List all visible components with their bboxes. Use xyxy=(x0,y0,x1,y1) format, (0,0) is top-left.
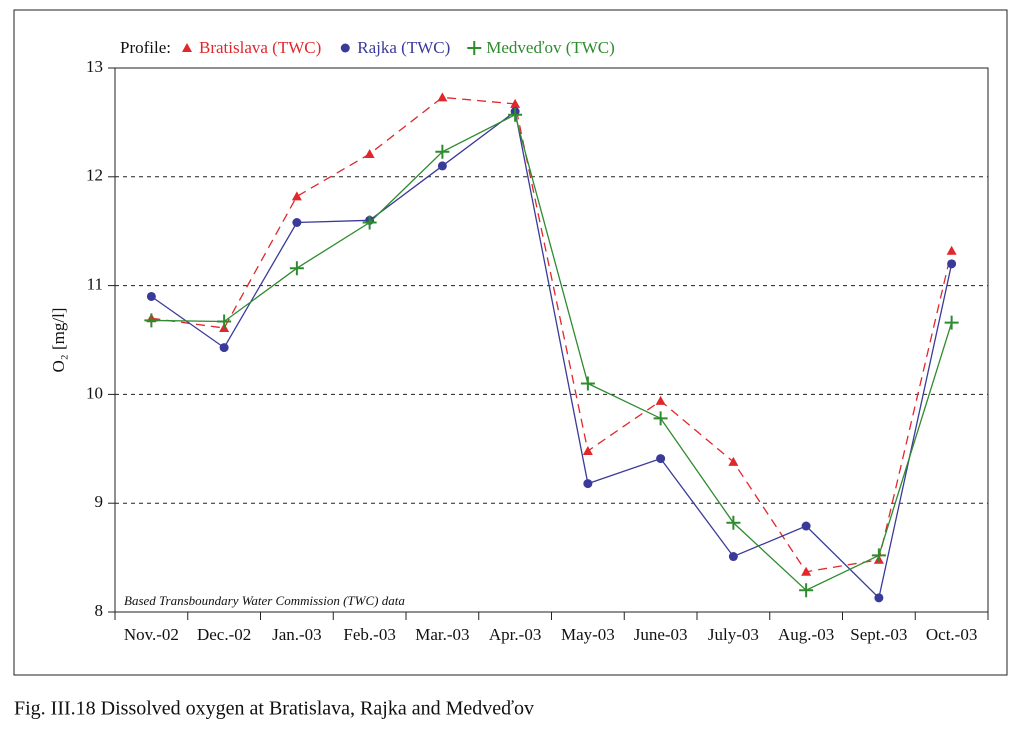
x-tick-label: July-03 xyxy=(708,625,759,644)
marker xyxy=(364,148,375,158)
x-tick-label: Sept.-03 xyxy=(850,625,907,644)
marker xyxy=(289,261,304,276)
annotation: Based Transboundary Water Commission (TW… xyxy=(124,593,405,608)
y-axis-label: O₂ [mg/l] xyxy=(49,308,68,373)
marker xyxy=(437,161,447,171)
plot-frame xyxy=(114,67,989,613)
marker xyxy=(655,395,666,405)
marker xyxy=(946,245,957,255)
marker xyxy=(728,456,739,466)
x-tick-label: Feb.-03 xyxy=(343,625,395,644)
marker xyxy=(217,314,232,329)
x-tick-label: Jan.-03 xyxy=(272,625,322,644)
marker xyxy=(728,552,738,562)
y-tick-label: 10 xyxy=(86,383,103,402)
marker xyxy=(146,291,156,301)
marker xyxy=(582,445,593,455)
marker xyxy=(437,92,448,102)
x-tick-label: Oct.-03 xyxy=(926,625,977,644)
marker xyxy=(510,98,521,108)
y-tick-label: 12 xyxy=(86,166,103,185)
x-tick-label: June-03 xyxy=(634,625,688,644)
marker xyxy=(656,454,666,464)
marker xyxy=(801,521,811,531)
x-tick-label: Aug.-03 xyxy=(778,625,834,644)
marker xyxy=(944,315,959,330)
marker xyxy=(340,43,350,53)
marker xyxy=(874,593,884,603)
y-tick-label: 11 xyxy=(87,275,103,294)
caption: Fig. III.18 Dissolved oxygen at Bratisla… xyxy=(14,698,534,720)
marker xyxy=(508,107,523,122)
legend-label: Bratislava (TWC) xyxy=(199,38,321,57)
x-tick-label: Mar.-03 xyxy=(415,625,469,644)
marker xyxy=(583,479,593,489)
legend-item: Bratislava (TWC) xyxy=(182,38,321,57)
marker xyxy=(580,376,595,391)
marker xyxy=(144,313,159,328)
marker xyxy=(801,566,812,576)
y-tick-label: 8 xyxy=(95,601,104,620)
x-tick-label: May-03 xyxy=(561,625,615,644)
y-tick-label: 13 xyxy=(86,57,103,76)
marker xyxy=(726,515,741,530)
x-tick-label: Dec.-02 xyxy=(197,625,251,644)
chart-frame xyxy=(13,9,1008,676)
marker xyxy=(871,548,886,563)
y-tick-label: 9 xyxy=(95,492,104,511)
legend-title: Profile: xyxy=(120,38,171,57)
series-line xyxy=(151,113,953,592)
marker xyxy=(292,217,302,227)
marker xyxy=(653,411,668,426)
legend-item: Rajka (TWC) xyxy=(340,38,450,57)
x-tick-label: Nov.-02 xyxy=(124,625,179,644)
marker xyxy=(291,191,302,201)
series-line xyxy=(151,96,953,573)
marker xyxy=(435,144,450,159)
marker xyxy=(182,43,192,52)
legend-label: Medveďov (TWC) xyxy=(486,38,615,57)
marker xyxy=(467,41,482,55)
legend-label: Rajka (TWC) xyxy=(357,38,450,57)
marker xyxy=(947,259,957,269)
legend-item: Medveďov (TWC) xyxy=(467,38,615,57)
series-line xyxy=(151,110,953,600)
x-tick-label: Apr.-03 xyxy=(489,625,541,644)
marker xyxy=(799,583,814,598)
marker xyxy=(362,215,377,230)
marker xyxy=(219,343,229,353)
